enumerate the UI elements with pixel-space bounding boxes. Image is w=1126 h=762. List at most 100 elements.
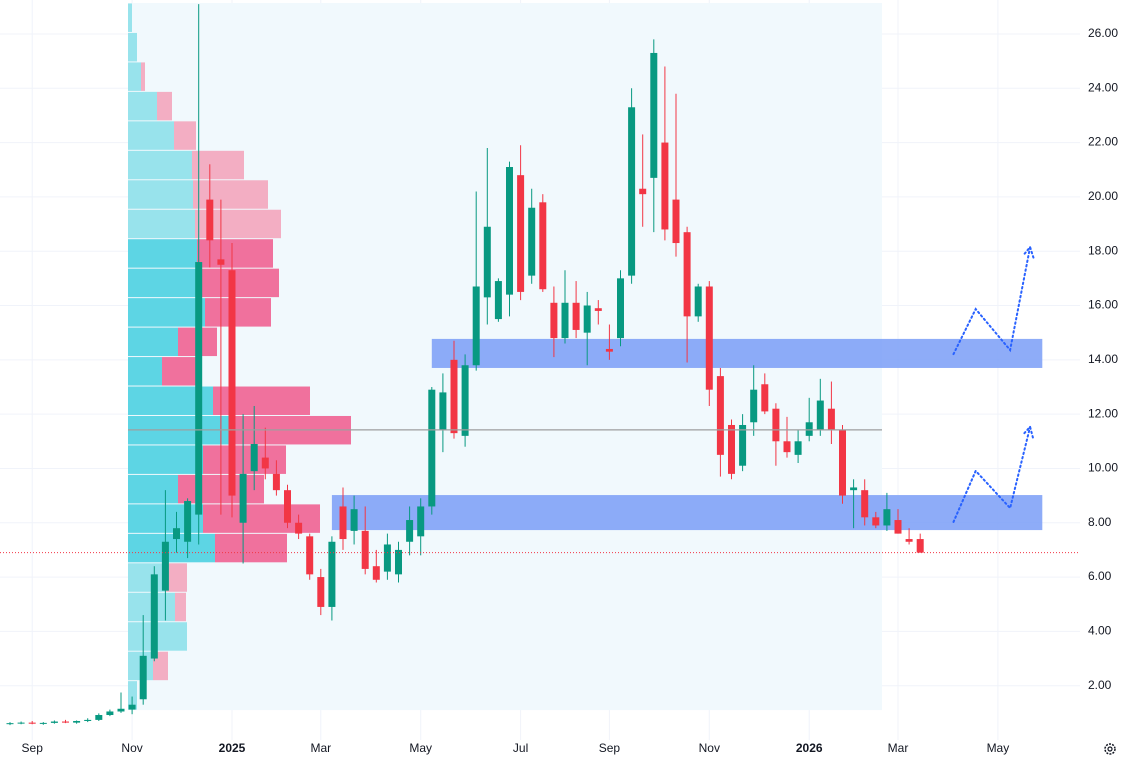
y-tick-label: 22.00 xyxy=(1088,135,1118,149)
candle-body xyxy=(794,441,802,455)
candle-body xyxy=(339,506,347,540)
candle-body xyxy=(628,107,636,276)
projection-arrowhead xyxy=(1022,245,1035,259)
x-tick-label: Nov xyxy=(699,741,720,755)
candle-body xyxy=(539,202,547,290)
x-tick-label: Sep xyxy=(599,741,621,755)
profile-down xyxy=(153,651,168,681)
candle-body xyxy=(750,389,758,423)
candle-body xyxy=(650,52,658,178)
profile-up xyxy=(128,357,162,386)
candle-body xyxy=(894,520,902,534)
candle-body xyxy=(827,408,835,431)
profile-down xyxy=(197,268,279,298)
y-tick-label: 18.00 xyxy=(1088,243,1118,257)
profile-down xyxy=(175,592,186,622)
candle-body xyxy=(217,259,225,265)
projection-arrowhead xyxy=(1021,424,1034,439)
x-tick-label: Sep xyxy=(22,741,44,755)
candle-body xyxy=(84,719,92,721)
candle-body xyxy=(350,509,358,531)
candle-body xyxy=(783,441,791,453)
y-tick-label: 26.00 xyxy=(1088,26,1118,40)
candle-body xyxy=(284,490,291,523)
profile-up xyxy=(128,62,141,91)
profile-down xyxy=(215,533,287,563)
y-tick-label: 10.00 xyxy=(1088,461,1118,475)
candle-body xyxy=(173,528,180,540)
candle-body xyxy=(361,530,369,569)
profile-down xyxy=(157,91,172,121)
profile-up xyxy=(128,327,178,357)
candle-body xyxy=(117,708,125,712)
candle-body xyxy=(272,473,280,491)
candle-body xyxy=(772,408,780,442)
candle-body xyxy=(17,722,25,724)
candle-body xyxy=(850,487,858,491)
profile-up xyxy=(128,91,157,121)
settings-icon[interactable] xyxy=(1104,743,1116,755)
candle-body xyxy=(861,490,869,518)
candle-body xyxy=(872,517,880,526)
y-tick-label: 6.00 xyxy=(1088,569,1112,583)
profile-up xyxy=(128,298,205,327)
candle-body xyxy=(517,175,525,292)
projection-path xyxy=(952,246,1032,356)
x-tick-label: 2026 xyxy=(796,741,823,755)
profile-up xyxy=(128,32,137,62)
profile-up xyxy=(128,3,132,32)
candle-body xyxy=(605,348,613,352)
profile-down xyxy=(141,62,145,91)
candle-body xyxy=(306,536,314,575)
projection-path xyxy=(952,425,1032,523)
profile-down xyxy=(203,445,286,474)
candle-body xyxy=(483,226,491,298)
candle-body xyxy=(150,574,158,659)
profile-down xyxy=(197,239,273,268)
y-tick-label: 14.00 xyxy=(1088,352,1118,366)
candle-body xyxy=(250,444,258,472)
y-tick-label: 24.00 xyxy=(1088,80,1118,94)
y-tick-label: 20.00 xyxy=(1088,189,1118,203)
zone xyxy=(331,495,1043,531)
candle-body xyxy=(50,721,58,723)
x-tick-label: Mar xyxy=(310,741,331,755)
profile-up xyxy=(128,474,178,504)
x-tick-label: Jul xyxy=(513,741,528,755)
y-tick-label: 16.00 xyxy=(1088,298,1118,312)
candle-body xyxy=(528,207,536,276)
candle-body xyxy=(73,720,81,723)
x-tick-label: May xyxy=(409,741,432,755)
profile-up xyxy=(128,681,137,710)
candle-body xyxy=(450,359,458,434)
candle-body xyxy=(328,541,336,607)
candle-body xyxy=(816,400,824,431)
candle-body xyxy=(228,270,236,496)
candle-body xyxy=(617,278,624,339)
candle-body xyxy=(461,365,469,436)
candle-body xyxy=(6,723,14,725)
candle-body xyxy=(661,142,669,230)
candle-body xyxy=(239,473,247,523)
profile-down xyxy=(192,150,244,180)
candle-body xyxy=(805,422,813,436)
candle-body xyxy=(428,389,436,507)
profile-up xyxy=(128,180,193,209)
candle-body xyxy=(39,722,47,724)
candle-body xyxy=(572,302,580,330)
y-tick-label: 8.00 xyxy=(1088,515,1112,529)
profile-down xyxy=(165,563,187,592)
candle-body xyxy=(839,430,846,496)
candle-body xyxy=(739,424,747,466)
candle-body xyxy=(683,232,691,317)
x-tick-label: Nov xyxy=(121,741,142,755)
candle-body xyxy=(583,305,591,333)
candle-body xyxy=(561,302,569,339)
profile-down xyxy=(213,386,310,415)
candle-body xyxy=(95,715,103,720)
candle-body xyxy=(506,167,513,295)
candle-body xyxy=(916,539,924,553)
candle-body xyxy=(62,721,69,723)
profile-up xyxy=(128,121,174,150)
candle-body xyxy=(184,501,192,542)
